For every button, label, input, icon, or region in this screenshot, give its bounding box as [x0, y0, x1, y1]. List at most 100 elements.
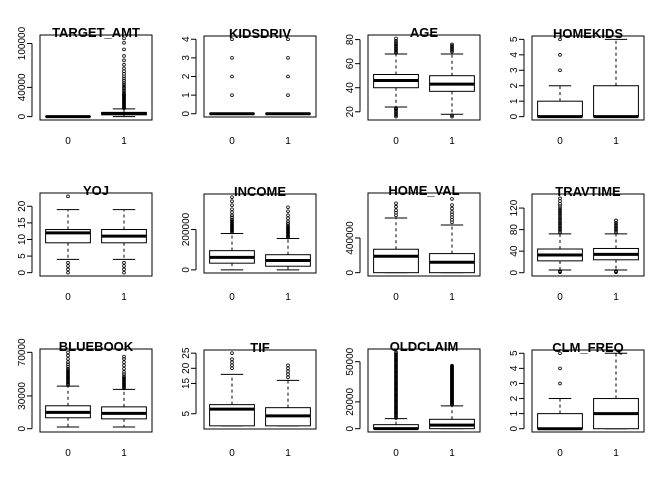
- travtime-box-1-outlier: [614, 218, 618, 223]
- home-val-x-tick-label-1: 1: [449, 292, 455, 303]
- oldclaim-title: OLDCLAIM: [390, 339, 459, 354]
- target-amt-box-1-outlier: [122, 54, 126, 58]
- age-y-tick-label: 80: [345, 34, 356, 46]
- travtime-box-0-outlier: [558, 219, 562, 223]
- travtime-box-0-outlier: [558, 212, 562, 217]
- clm-freq-x-tick-label-0: 0: [557, 448, 563, 459]
- age-box-0-outlier: [394, 106, 398, 110]
- home-val-box-1-outlier: [450, 197, 454, 201]
- oldclaim-box-0-outlier: [394, 350, 398, 355]
- age-panel: AGE 20 40 60 80 0 1: [345, 25, 481, 147]
- home-val-y-tick-label: 0: [345, 269, 356, 275]
- oldclaim-y-tick-label: 0: [345, 425, 356, 431]
- clm-freq-y-tick-label: 1: [509, 410, 520, 416]
- bluebook-box-1-outlier: [122, 374, 126, 379]
- bluebook-box-1-outlier: [122, 360, 126, 364]
- kidsdriv-x-tick-label-0: 0: [229, 136, 235, 147]
- oldclaim-box-1-outlier: [450, 363, 454, 368]
- home-val-x-tick-label-0: 0: [393, 292, 399, 303]
- yoj-box-1-outlier: [122, 264, 126, 268]
- home-val-box-0-outlier: [394, 204, 398, 209]
- income-box-1-outlier: [286, 209, 290, 214]
- travtime-box-0-outlier: [558, 207, 562, 212]
- income-box-0-outlier: [230, 215, 234, 220]
- travtime-x-tick-label-1: 1: [613, 292, 619, 303]
- yoj-y-tick-label: 0: [17, 269, 28, 275]
- target-amt-box-1-outlier: [122, 78, 126, 83]
- target-amt-box-1-outlier: [122, 40, 126, 45]
- homekids-box-1-iqr: [593, 85, 639, 118]
- target-amt-box-1-outlier: [122, 58, 126, 63]
- tif-panel: TIF 5 15 20 25 0 1: [181, 340, 317, 459]
- kidsdriv-box-0-outlier: [230, 93, 234, 97]
- travtime-box-0-outlier: [558, 209, 562, 214]
- home-val-panel: HOME_VAL 0 400000 0 1: [345, 183, 481, 303]
- home-val-plot-frame: [367, 192, 481, 277]
- tif-title: TIF: [250, 340, 270, 355]
- age-y-tick-label: 60: [345, 58, 356, 70]
- yoj-panel: YOJ 0 5 10 15 20 0 1: [17, 183, 153, 303]
- bluebook-box-1-outlier: [122, 372, 126, 376]
- age-box-1-outlier: [450, 113, 454, 118]
- homekids-y-tick-label: 1: [509, 98, 520, 104]
- tif-y-tick-label: 5: [181, 411, 192, 417]
- age-x-tick-label-0: 0: [393, 136, 399, 147]
- travtime-panel: TRAVTIME 0 40 80 120 0 1: [509, 184, 645, 303]
- kidsdriv-y-tick-label: 1: [181, 92, 192, 98]
- homekids-plot-frame: [531, 35, 645, 121]
- kidsdriv-y-tick-label: 3: [181, 55, 192, 61]
- home-val-box-1-outlier: [450, 210, 454, 214]
- travtime-box-0-outlier: [558, 206, 562, 210]
- bluebook-box-0-outlier: [66, 364, 70, 369]
- tif-box-0-outlier: [230, 363, 234, 368]
- kidsdriv-box-0-outlier: [230, 56, 234, 60]
- target-amt-y-tick-label: 40000: [17, 73, 28, 101]
- age-y-tick-label: 20: [345, 106, 356, 118]
- travtime-box-0-outlier: [558, 215, 562, 220]
- tif-y-tick-label: 15: [181, 377, 192, 389]
- bluebook-box-1-outlier: [122, 366, 126, 371]
- homekids-title: HOMEKIDS: [553, 26, 623, 41]
- bluebook-box-0-outlier: [66, 366, 70, 371]
- homekids-y-tick-label: 3: [509, 67, 520, 73]
- bluebook-panel: BLUEBOOK 0 30000 70000 0 1: [17, 338, 153, 459]
- bluebook-box-0-outlier: [66, 362, 70, 367]
- income-box-0-outlier: [230, 210, 234, 215]
- yoj-x-tick-label-0: 0: [65, 292, 71, 303]
- kidsdriv-y-tick-label: 0: [181, 111, 192, 117]
- income-y-tick-label: 200000: [181, 212, 192, 246]
- clm-freq-box-0-iqr: [537, 413, 583, 430]
- travtime-y-tick-label: 80: [509, 224, 520, 236]
- travtime-y-tick-label: 40: [509, 245, 520, 257]
- bluebook-box-0-outlier: [66, 360, 70, 364]
- travtime-box-1-outlier: [614, 225, 618, 230]
- target-amt-panel: TARGET_AMT 0 40000 100000 0 1: [17, 25, 153, 147]
- travtime-box-1-outlier: [614, 269, 618, 273]
- target-amt-box-1-outlier: [122, 84, 126, 89]
- homekids-box-0-outlier: [558, 37, 562, 42]
- travtime-box-0-outlier: [558, 269, 562, 273]
- travtime-box-0-outlier: [558, 224, 562, 228]
- tif-x-tick-label-0: 0: [229, 448, 235, 459]
- tif-box-0-outlier: [230, 357, 234, 362]
- home-val-box-1-outlier: [450, 206, 454, 211]
- travtime-box-0-outlier: [558, 230, 562, 235]
- clm-freq-y-tick-label: 0: [509, 426, 520, 432]
- tif-box-1-outlier: [286, 369, 290, 374]
- travtime-box-0-outlier: [558, 204, 562, 208]
- kidsdriv-box-1-outlier: [286, 56, 290, 60]
- clm-freq-panel: CLM_FREQ 0 1 2 3 4 5 0 1: [509, 340, 645, 459]
- homekids-box-0-iqr: [537, 100, 583, 118]
- target-amt-title: TARGET_AMT: [52, 25, 140, 40]
- bluebook-x-tick-label-1: 1: [121, 448, 127, 459]
- income-box-1-outlier: [286, 221, 290, 226]
- kidsdriv-title: KIDSDRIV: [229, 26, 291, 41]
- yoj-box-0-outlier: [66, 270, 70, 275]
- travtime-box-1-outlier: [614, 220, 618, 225]
- homekids-panel: HOMEKIDS 0 1 2 3 4 5 0 1: [509, 26, 645, 147]
- yoj-title: YOJ: [83, 183, 109, 198]
- income-x-tick-label-0: 0: [229, 292, 235, 303]
- age-box-0-outlier: [394, 40, 398, 44]
- clm-freq-y-tick-label: 3: [509, 380, 520, 386]
